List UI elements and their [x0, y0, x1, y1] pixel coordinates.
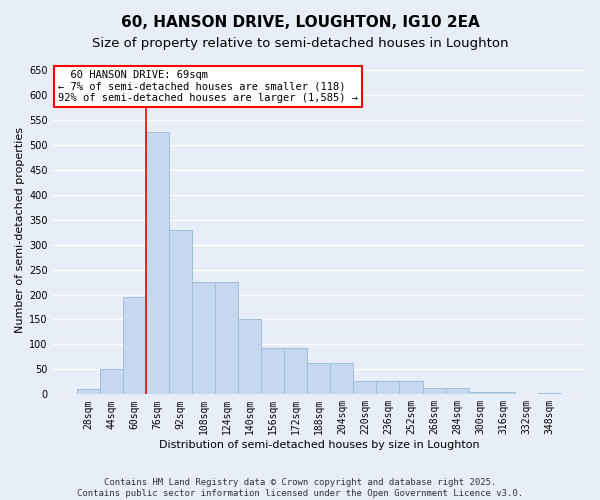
Bar [261, 348, 284, 395]
Bar [331, 363, 353, 394]
Bar [446, 388, 469, 394]
Bar [192, 282, 215, 395]
Text: Size of property relative to semi-detached houses in Loughton: Size of property relative to semi-detach… [92, 38, 508, 51]
Text: 60, HANSON DRIVE, LOUGHTON, IG10 2EA: 60, HANSON DRIVE, LOUGHTON, IG10 2EA [121, 15, 479, 30]
Bar [422, 388, 446, 394]
Bar [100, 370, 123, 394]
Text: 60 HANSON DRIVE: 69sqm
← 7% of semi-detached houses are smaller (118)
92% of sem: 60 HANSON DRIVE: 69sqm ← 7% of semi-deta… [58, 70, 358, 103]
Bar [169, 230, 192, 394]
Bar [353, 381, 376, 394]
Bar [123, 297, 146, 394]
Bar [538, 393, 561, 394]
Bar [284, 348, 307, 395]
Bar [77, 390, 100, 394]
Bar [215, 282, 238, 395]
Text: Contains HM Land Registry data © Crown copyright and database right 2025.
Contai: Contains HM Land Registry data © Crown c… [77, 478, 523, 498]
X-axis label: Distribution of semi-detached houses by size in Loughton: Distribution of semi-detached houses by … [158, 440, 479, 450]
Bar [491, 392, 515, 394]
Bar [376, 381, 400, 394]
Y-axis label: Number of semi-detached properties: Number of semi-detached properties [15, 126, 25, 332]
Bar [469, 392, 491, 394]
Bar [146, 132, 169, 394]
Bar [238, 320, 261, 394]
Bar [307, 363, 331, 394]
Bar [400, 381, 422, 394]
